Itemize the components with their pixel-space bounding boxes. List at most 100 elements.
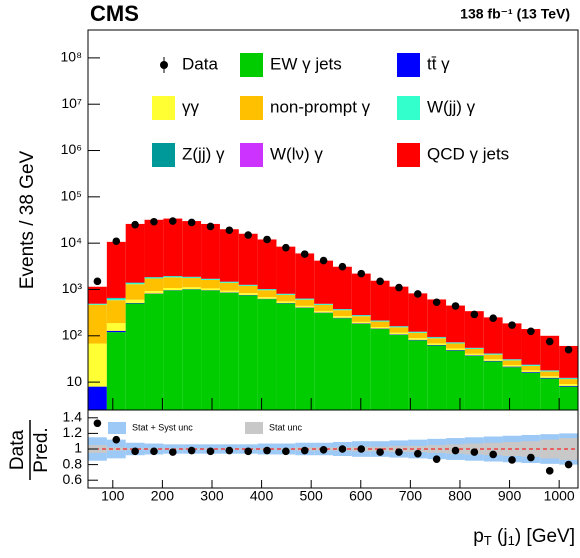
stack-segment <box>163 288 183 291</box>
legend-label: non-prompt γ <box>270 97 371 116</box>
stack-segment <box>521 365 541 366</box>
ratio-point <box>263 446 271 455</box>
ratio-point <box>244 447 252 456</box>
stack-segment <box>370 321 390 327</box>
stack-segment <box>106 330 126 333</box>
stack-segment <box>201 279 220 289</box>
data-point <box>150 217 158 226</box>
uncertainty-band <box>483 442 503 456</box>
uncertainty-band <box>559 438 578 460</box>
data-point <box>319 256 328 265</box>
ratio-point <box>131 447 139 456</box>
stack-segment <box>408 293 428 332</box>
ratio-point <box>319 445 328 454</box>
ratio-label-num: Data <box>7 430 28 471</box>
stack-segment <box>389 286 409 327</box>
stack-segment <box>521 365 541 371</box>
stack-segment <box>351 321 371 324</box>
ratio-point <box>357 445 366 453</box>
stack-segment <box>559 379 578 385</box>
stack-segment <box>106 323 126 331</box>
stack-segment <box>182 277 202 279</box>
stack-segment <box>370 280 390 321</box>
stack-segment <box>144 219 164 278</box>
stack-segment <box>257 289 277 291</box>
stack-segment <box>427 345 447 410</box>
uncertainty-band <box>540 439 560 459</box>
ratio-legend-swatch <box>108 422 126 434</box>
ratio-y-tick-label: 0.8 <box>63 455 83 471</box>
stack-segment <box>88 304 107 344</box>
stack-segment <box>219 282 239 291</box>
data-point <box>527 327 535 336</box>
legend-label: Data <box>182 54 218 73</box>
stack-segment <box>182 221 202 277</box>
stack-segment <box>238 285 258 286</box>
uncertainty-band <box>427 445 447 453</box>
stack-segment <box>427 343 447 345</box>
legend-label: EW γ jets <box>270 54 342 73</box>
x-tick-label: 1000 <box>544 488 575 504</box>
ratio-point <box>564 460 573 469</box>
stack-segment <box>257 290 277 298</box>
stack-segment <box>521 329 541 365</box>
stack-segment <box>238 285 258 294</box>
legend-swatch <box>240 96 263 120</box>
stack-segment <box>163 276 183 278</box>
data-point <box>414 290 422 298</box>
stack-segment <box>502 366 522 368</box>
stack-segment <box>521 370 541 373</box>
stack-segment <box>106 241 126 298</box>
stack-segment <box>559 378 578 380</box>
legend-marker <box>160 61 168 69</box>
stack-segment <box>219 290 239 293</box>
y-axis-label: Events / 38 GeV <box>17 150 38 289</box>
x-tick-label: 600 <box>349 488 373 504</box>
stack-segment <box>559 345 578 378</box>
stack-segment <box>276 301 296 304</box>
data-point <box>395 283 403 292</box>
stack-segment <box>295 305 315 308</box>
data-point <box>169 217 177 225</box>
ratio-point <box>112 435 121 444</box>
x-axis-label-part: p <box>473 526 484 547</box>
stack-segment <box>125 299 145 303</box>
stack-segment <box>540 335 560 371</box>
stack-segment <box>502 360 522 366</box>
legend-label: γγ <box>182 97 200 116</box>
ratio-point <box>187 446 196 455</box>
x-axis-label: pT (j1) [GeV] <box>473 526 575 548</box>
x-axis-label-part: ) [GeV] <box>515 526 575 547</box>
x-tick-label: 400 <box>250 488 274 504</box>
y-tick-label: 10⁸ <box>61 49 83 65</box>
legend-swatch <box>397 53 420 77</box>
ratio-point <box>376 448 384 456</box>
data-point <box>263 235 271 244</box>
stack-segment <box>351 323 371 410</box>
ratio-point <box>282 447 290 456</box>
stack-segment <box>125 303 145 410</box>
stack-segment <box>502 365 522 367</box>
stack-segment <box>464 348 484 354</box>
ratio-label-den: Pred. <box>31 427 52 472</box>
stack-segment <box>295 299 315 306</box>
stack-segment <box>314 310 333 313</box>
stack-segment <box>408 338 428 340</box>
ratio-y-tick-label: 1.4 <box>63 409 83 425</box>
ratio-point <box>489 450 497 459</box>
stack-segment <box>333 266 352 310</box>
stack-segment <box>201 288 220 291</box>
stack-segment <box>483 353 503 355</box>
stack-segment <box>408 332 428 339</box>
stack-segment <box>219 229 239 282</box>
stack-segment <box>408 331 428 333</box>
stack-segment <box>125 223 145 283</box>
ratio-point <box>300 446 309 455</box>
stack-segment <box>125 284 145 300</box>
x-tick-label: 800 <box>448 488 472 504</box>
data-point <box>470 310 479 319</box>
stack-segment <box>333 310 352 317</box>
stack-segment <box>238 293 258 295</box>
legend-swatch <box>397 143 420 167</box>
